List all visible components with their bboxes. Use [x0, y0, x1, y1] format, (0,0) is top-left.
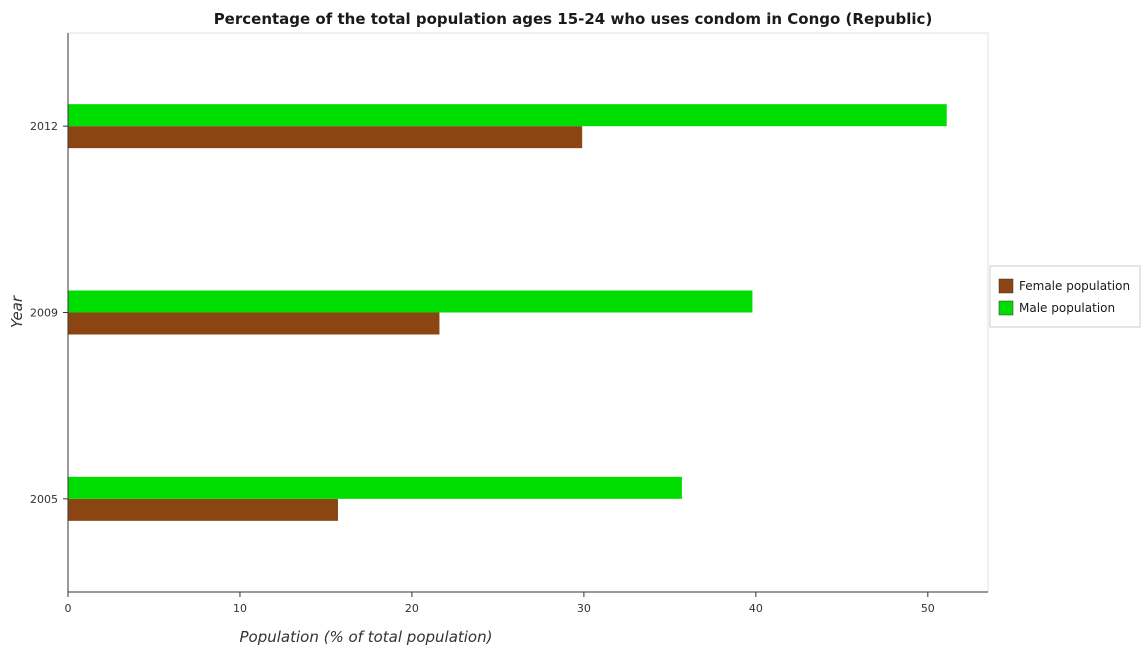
- bar-male-population-2005: [68, 476, 682, 499]
- legend-box: [989, 265, 1141, 328]
- bar-female-population-2005: [68, 498, 338, 521]
- y-tick-label-2012: 2012: [30, 120, 58, 133]
- bar-male-population-2009: [68, 290, 753, 313]
- legend-items: Female population Male population: [998, 278, 1130, 316]
- y-axis-label: Year: [8, 295, 26, 328]
- x-tick-label-40: 40: [749, 602, 763, 615]
- x-tick-label-0: 0: [65, 602, 72, 615]
- x-tick-label-10: 10: [233, 602, 247, 615]
- x-axis-label: Population (% of total population): [240, 628, 493, 646]
- x-tick-label-20: 20: [405, 602, 419, 615]
- y-axis: 2005 2009 2012: [30, 33, 69, 592]
- bar-female-population-2009: [68, 312, 440, 335]
- bar-male-population-2012: [68, 104, 947, 127]
- bars-layer: [68, 104, 947, 521]
- legend-label-male-population: Male population: [1019, 301, 1115, 315]
- legend-swatch-female-population: [998, 278, 1014, 294]
- legend: Female population Male population: [989, 265, 1141, 328]
- chart-title: Percentage of the total population ages …: [214, 10, 933, 28]
- bar-female-population-2012: [68, 126, 583, 149]
- y-tick-label-2009: 2009: [30, 307, 58, 320]
- x-tick-label-30: 30: [577, 602, 591, 615]
- y-tick-label-2005: 2005: [30, 493, 58, 506]
- legend-swatch-male-population: [998, 300, 1014, 316]
- legend-label-female-population: Female population: [1019, 279, 1130, 293]
- x-axis: 0 10 20 30 40 50: [65, 591, 988, 615]
- x-tick-label-50: 50: [921, 602, 935, 615]
